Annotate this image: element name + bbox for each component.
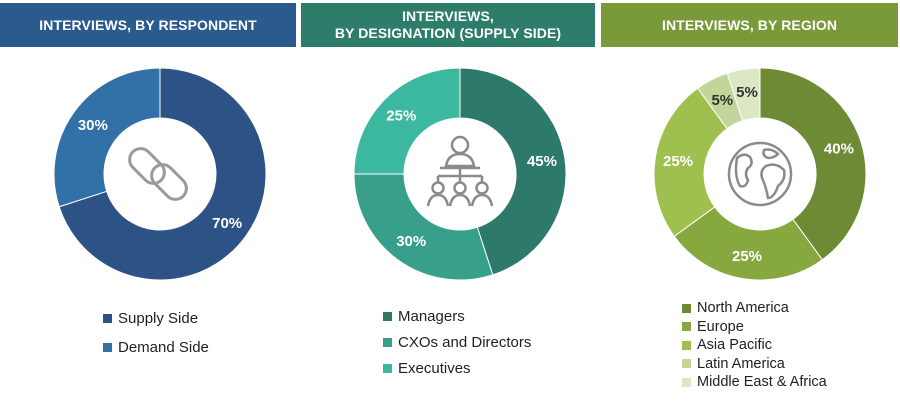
respondent-donut-hole xyxy=(104,118,216,230)
respondent-title: INTERVIEWS, BY RESPONDENT xyxy=(39,16,257,33)
designation-label-executives: 25% xyxy=(386,107,416,124)
org-chart-icon xyxy=(426,135,494,207)
legend-label: CXOs and Directors xyxy=(398,333,532,351)
legend-label: Demand Side xyxy=(118,339,209,356)
legend-swatch xyxy=(383,337,392,347)
region-label-north-america: 40% xyxy=(824,140,854,157)
designation-title-line-1: INTERVIEWS, xyxy=(402,8,494,24)
legend-label: Latin America xyxy=(697,355,785,372)
legend-swatch xyxy=(682,322,691,332)
region-legend: North America Europe Asia Pacific Latin Ame… xyxy=(682,299,827,392)
legend-label: Managers xyxy=(398,307,465,325)
chain-link-icon xyxy=(128,147,188,201)
respondent-legend: Supply Side Demand Side xyxy=(103,304,209,362)
region-header: INTERVIEWS, BY REGION xyxy=(601,3,898,47)
legend-swatch xyxy=(383,311,392,321)
legend-swatch xyxy=(682,340,691,350)
legend-swatch xyxy=(682,359,691,369)
designation-label-cxos-and-directors: 30% xyxy=(396,233,426,250)
legend-label: Asia Pacific xyxy=(697,337,772,354)
legend-swatch xyxy=(103,343,112,352)
region-label-latin-america: 5% xyxy=(711,92,733,109)
region-label-asia-pacific: 25% xyxy=(663,153,693,170)
region-label-europe: 25% xyxy=(732,248,762,265)
legend-swatch xyxy=(682,303,691,313)
legend-label: Supply Side xyxy=(118,310,199,327)
region-legend-item-asia-pacific: Asia Pacific xyxy=(682,336,827,355)
region-legend-item-north-america: North America xyxy=(682,299,827,318)
region-donut-chart: 40% 25% 25% 5% 5% xyxy=(653,67,867,281)
region-legend-item-latin-america: Latin America xyxy=(682,355,827,374)
legend-label: Executives xyxy=(398,359,471,377)
designation-legend-item-cxos-and-directors: CXOs and Directors xyxy=(383,329,531,355)
respondent-label-demand-side: 30% xyxy=(78,117,108,134)
designation-legend: Managers CXOs and Directors Executives xyxy=(383,303,531,381)
respondent-header: INTERVIEWS, BY RESPONDENT xyxy=(0,3,296,47)
legend-label: Europe xyxy=(697,318,744,335)
designation-label-managers: 45% xyxy=(527,153,557,170)
region-legend-item-middle-east-and-africa: Middle East & Africa xyxy=(682,373,827,392)
legend-label: North America xyxy=(697,300,789,317)
region-legend-item-europe: Europe xyxy=(682,318,827,337)
legend-swatch xyxy=(383,363,392,373)
region-donut-hole xyxy=(704,118,816,230)
designation-legend-item-executives: Executives xyxy=(383,355,531,381)
region-title: INTERVIEWS, BY REGION xyxy=(661,16,838,33)
region-label-middle-east-and-africa: 5% xyxy=(736,84,758,101)
respondent-legend-item-supply-side: Supply Side xyxy=(103,304,209,333)
legend-swatch xyxy=(682,377,691,387)
designation-donut-chart: 45% 30% 25% xyxy=(353,67,567,281)
designation-title-line-2: BY DESIGNATION (SUPPLY SIDE) xyxy=(334,25,562,41)
respondent-donut-chart: 70% 30% xyxy=(53,67,267,281)
respondent-label-supply-side: 70% xyxy=(212,215,242,232)
designation-header: INTERVIEWS, BY DESIGNATION (SUPPLY SIDE) xyxy=(301,3,595,47)
designation-legend-item-managers: Managers xyxy=(383,303,531,329)
legend-swatch xyxy=(103,314,112,323)
respondent-legend-item-demand-side: Demand Side xyxy=(103,333,209,362)
globe-icon xyxy=(727,141,793,207)
legend-label: Middle East & Africa xyxy=(697,374,827,391)
